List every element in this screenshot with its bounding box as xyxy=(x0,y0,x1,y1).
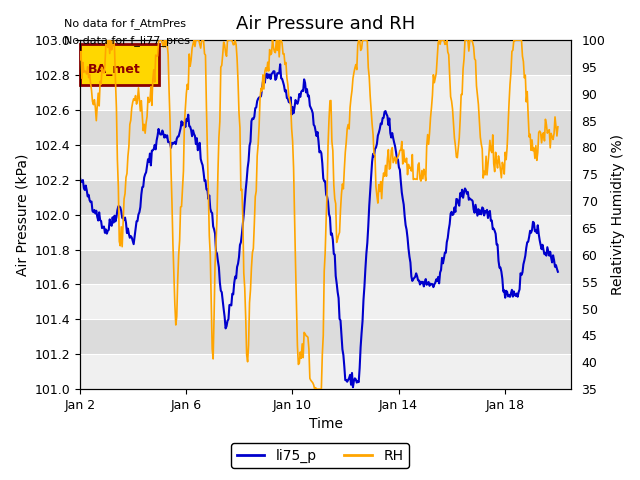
Legend: li75_p, RH: li75_p, RH xyxy=(231,443,409,468)
Y-axis label: Relativity Humidity (%): Relativity Humidity (%) xyxy=(611,134,625,295)
Text: BA_met: BA_met xyxy=(88,63,140,76)
Bar xyxy=(80,215,571,250)
Bar xyxy=(80,110,571,145)
Bar xyxy=(80,145,571,180)
Bar xyxy=(80,40,571,75)
Bar xyxy=(80,354,571,389)
Y-axis label: Air Pressure (kPa): Air Pressure (kPa) xyxy=(15,154,29,276)
Bar xyxy=(80,250,571,285)
Bar xyxy=(80,319,571,354)
FancyBboxPatch shape xyxy=(80,44,159,85)
Title: Air Pressure and RH: Air Pressure and RH xyxy=(236,15,415,33)
Text: No data for f_li77_pres: No data for f_li77_pres xyxy=(64,35,190,46)
Text: No data for f_AtmPres: No data for f_AtmPres xyxy=(64,18,186,29)
Bar xyxy=(80,285,571,319)
Bar xyxy=(80,75,571,110)
Bar xyxy=(80,180,571,215)
X-axis label: Time: Time xyxy=(308,418,342,432)
